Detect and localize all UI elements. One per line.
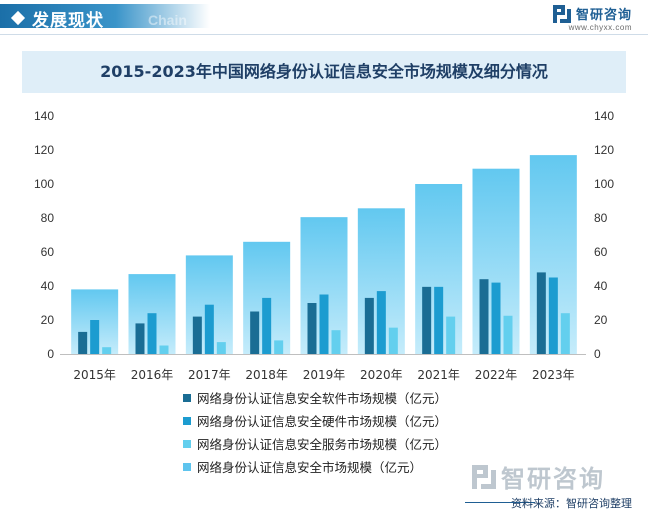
y-tick-label: 140 xyxy=(34,109,54,123)
legend-swatch xyxy=(183,393,191,402)
bar-service xyxy=(159,345,169,354)
y-tick-label: 60 xyxy=(41,245,55,259)
x-tick-label: 2023年 xyxy=(532,368,575,382)
logo-icon xyxy=(552,4,571,23)
bar-software xyxy=(364,297,374,354)
y2-tick-label: 40 xyxy=(594,279,608,293)
logo-url: www.chyxx.com xyxy=(568,23,632,32)
bar-hardware xyxy=(90,320,100,354)
y-tick-label: 80 xyxy=(41,211,55,225)
chart-legend: 网络身份认证信息安全软件市场规模（亿元） 网络身份认证信息安全硬件市场规模（亿元）… xyxy=(183,386,447,478)
bar-hardware xyxy=(319,294,329,354)
source-note: 资料来源：智研咨询整理 xyxy=(511,497,632,510)
bar-software xyxy=(307,303,317,354)
y-tick-label: 120 xyxy=(34,143,54,157)
bar-hardware xyxy=(434,286,444,354)
bar-hardware xyxy=(548,277,558,354)
bar-service xyxy=(331,330,341,354)
y-tick-label: 100 xyxy=(34,177,54,191)
y2-tick-label: 60 xyxy=(594,245,608,259)
bar-hardware xyxy=(491,282,501,354)
bar-service xyxy=(102,347,112,354)
bar-service xyxy=(388,327,398,354)
bar-hardware xyxy=(376,291,386,354)
y2-tick-label: 100 xyxy=(594,177,614,191)
bar-hardware xyxy=(147,313,157,354)
x-tick-label: 2017年 xyxy=(188,368,231,382)
logo-watermark-name: 智研咨询 xyxy=(501,465,605,493)
bar-software xyxy=(250,311,260,354)
bar-software xyxy=(422,286,432,354)
x-tick-label: 2021年 xyxy=(417,368,460,382)
x-tick-label: 2018年 xyxy=(245,368,288,382)
bar-service xyxy=(446,316,456,354)
legend-swatch xyxy=(183,439,191,448)
bar-software xyxy=(135,323,145,354)
bar-software xyxy=(536,272,546,354)
y2-tick-label: 140 xyxy=(594,109,614,123)
logo-top: 智研咨询 xyxy=(552,4,632,23)
bar-service xyxy=(216,342,226,354)
y2-tick-label: 0 xyxy=(594,347,601,361)
header: 发展现状 Chain 智研咨询 www.chyxx.com xyxy=(0,0,648,35)
chart-title-box: 2015-2023年中国网络身份认证信息安全市场规模及细分情况 xyxy=(22,51,626,93)
chart-title: 2015-2023年中国网络身份认证信息安全市场规模及细分情况 xyxy=(100,62,548,81)
logo-watermark-icon xyxy=(472,464,496,489)
y2-tick-label: 20 xyxy=(594,313,608,327)
bar-service xyxy=(503,315,513,354)
x-tick-label: 2022年 xyxy=(475,368,518,382)
legend-swatch xyxy=(183,416,191,425)
y2-tick-label: 120 xyxy=(594,143,614,157)
y-tick-label: 20 xyxy=(41,313,55,327)
logo-name: 智研咨询 xyxy=(575,8,632,23)
bar-service xyxy=(560,313,570,354)
x-tick-label: 2020年 xyxy=(360,368,403,382)
logo-bottom: 智研咨询 xyxy=(472,459,605,494)
legend-item: 网络身份认证信息安全软件市场规模（亿元） xyxy=(183,386,447,409)
bar-software xyxy=(479,279,489,354)
x-tick-label: 2015年 xyxy=(73,368,116,382)
legend-label: 网络身份认证信息安全软件市场规模（亿元） xyxy=(197,391,448,406)
legend-swatch xyxy=(183,462,191,471)
bar-software xyxy=(78,331,88,354)
bar-hardware xyxy=(262,297,272,354)
y-tick-label: 0 xyxy=(47,347,54,361)
legend-item: 网络身份认证信息安全服务市场规模（亿元） xyxy=(183,432,447,455)
section-title: 发展现状 xyxy=(32,11,104,31)
legend-label: 网络身份认证信息安全服务市场规模（亿元） xyxy=(197,437,448,452)
header-divider xyxy=(0,34,648,35)
legend-label: 网络身份认证信息安全市场规模（亿元） xyxy=(197,460,423,475)
bar-service xyxy=(274,340,284,354)
y-tick-label: 40 xyxy=(41,279,55,293)
bar-hardware xyxy=(204,304,214,354)
x-tick-label: 2016年 xyxy=(131,368,174,382)
legend-label: 网络身份认证信息安全硬件市场规模（亿元） xyxy=(197,414,448,429)
bar-software xyxy=(192,316,202,354)
y2-tick-label: 80 xyxy=(594,211,608,225)
x-tick-label: 2019年 xyxy=(303,368,346,382)
legend-item: 网络身份认证信息安全市场规模（亿元） xyxy=(183,455,447,478)
source-divider xyxy=(465,502,535,503)
section-title-bar: 发展现状 Chain xyxy=(0,4,210,31)
legend-item: 网络身份认证信息安全硬件市场规模（亿元） xyxy=(183,409,447,432)
section-watermark: Chain xyxy=(148,12,187,28)
